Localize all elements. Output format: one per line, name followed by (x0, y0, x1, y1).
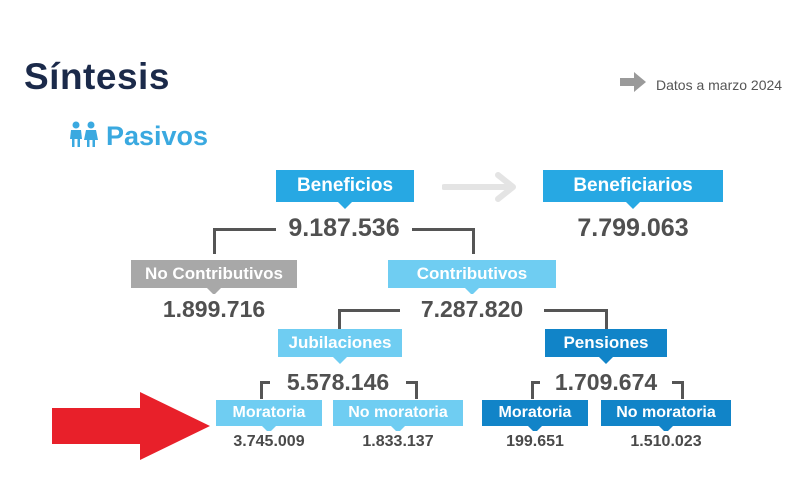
arrow-right-icon (620, 72, 646, 97)
jub-no-moratoria-box: No moratoria (333, 400, 463, 433)
contributivos-box: Contributivos (388, 260, 556, 295)
jub-moratoria-box: Moratoria (216, 400, 322, 433)
section-subtitle: Pasivos (106, 121, 209, 151)
people-icon (68, 120, 100, 153)
pen-no-moratoria-box: No moratoria (601, 400, 731, 433)
section-header: Pasivos (68, 120, 208, 153)
beneficiarios-value: 7.799.063 (543, 212, 723, 244)
jub-no-moratoria-value: 1.833.137 (333, 431, 463, 453)
pensiones-box: Pensiones (545, 329, 667, 364)
connector-pensiones-right (681, 381, 684, 399)
connector-beneficios-right (472, 228, 475, 254)
connector-beneficios-left (213, 228, 216, 254)
beneficios-value: 9.187.536 (276, 212, 412, 244)
pen-no-moratoria-value: 1.510.023 (601, 431, 731, 453)
connector-jubilaciones-left (260, 381, 263, 399)
connector-pensiones-left (531, 381, 534, 399)
pen-moratoria-box: Moratoria (482, 400, 588, 433)
red-arrow-icon (52, 392, 212, 465)
jub-moratoria-value: 3.745.009 (216, 431, 322, 453)
jubilaciones-value: 5.578.146 (270, 367, 406, 397)
page-title: Síntesis (24, 56, 170, 97)
contributivos-value: 7.287.820 (400, 294, 544, 324)
connector-contributivos-left (338, 309, 341, 331)
pensiones-value: 1.709.674 (540, 367, 672, 397)
no-contributivos-box: No Contributivos (131, 260, 297, 295)
connector-jubilaciones-right (415, 381, 418, 399)
beneficios-box: Beneficios (276, 170, 414, 209)
date-note-text: Datos a marzo 2024 (656, 76, 783, 93)
date-note: Datos a marzo 2024 (620, 72, 782, 97)
connector-contributivos-right (605, 309, 608, 331)
beneficiarios-box: Beneficiarios (543, 170, 723, 209)
arrow-right-icon (441, 172, 518, 207)
no-contributivos-value: 1.899.716 (131, 294, 297, 324)
pen-moratoria-value: 199.651 (482, 431, 588, 453)
jubilaciones-box: Jubilaciones (278, 329, 402, 364)
